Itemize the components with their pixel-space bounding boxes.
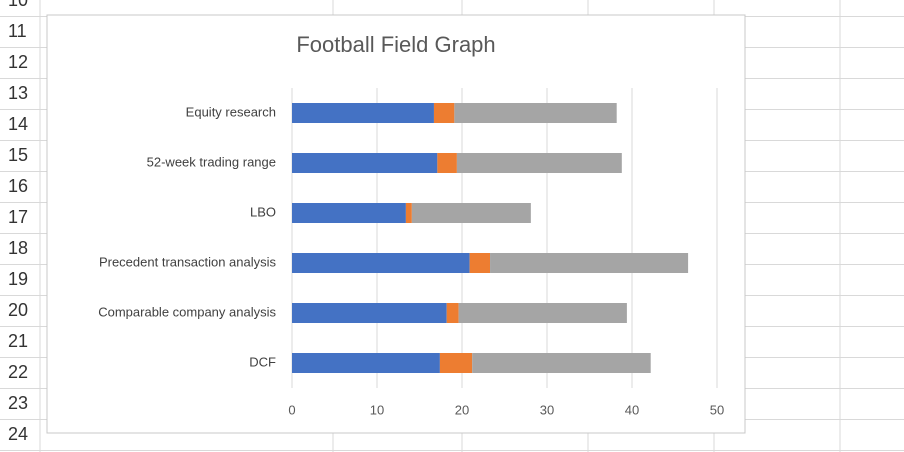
chart-title: Football Field Graph [296,32,495,57]
bar-segment [472,353,651,373]
row-number: 21 [8,331,28,351]
row-number: 23 [8,393,28,413]
bar-segment [292,303,447,323]
bar-segment [454,103,617,123]
row-number: 16 [8,176,28,196]
bar-segment [458,303,627,323]
row-number: 18 [8,238,28,258]
bar-segment [437,153,457,173]
bar-segment [446,303,459,323]
category-label: Precedent transaction analysis [99,254,277,269]
bar-segment [405,203,412,223]
row-number: 12 [8,52,28,72]
row-number: 17 [8,207,28,227]
x-tick-label: 20 [455,402,469,417]
row-number: 11 [8,21,27,41]
x-tick-label: 30 [540,402,554,417]
bar-segment [292,353,440,373]
bar-segment [292,203,406,223]
row-number: 10 [8,0,28,10]
row-number: 24 [8,424,28,444]
bar-segment [292,153,438,173]
bar-segment [292,103,434,123]
category-label: LBO [250,204,276,219]
row-number: 14 [8,114,28,134]
row-number: 22 [8,362,28,382]
row-number: 15 [8,145,28,165]
row-number: 20 [8,300,28,320]
row-number: 13 [8,83,28,103]
x-tick-label: 10 [370,402,384,417]
plot-area: 0 10 20 30 40 50 Equity research 52-week tradin… [98,88,724,417]
row-number: 19 [8,269,28,289]
category-label: 52-week trading range [147,154,276,169]
category-label: DCF [249,354,276,369]
bar-segment [411,203,531,223]
x-tick-label: 0 [288,402,295,417]
bar-segment [490,253,689,273]
bar-segment [439,353,473,373]
x-tick-label: 50 [710,402,724,417]
bar-segment [292,253,470,273]
category-label: Equity research [186,104,276,119]
bar-segment [456,153,622,173]
bar-segment [469,253,491,273]
category-label: Comparable company analysis [98,304,276,319]
bar-segment [433,103,455,123]
x-tick-label: 40 [625,402,639,417]
